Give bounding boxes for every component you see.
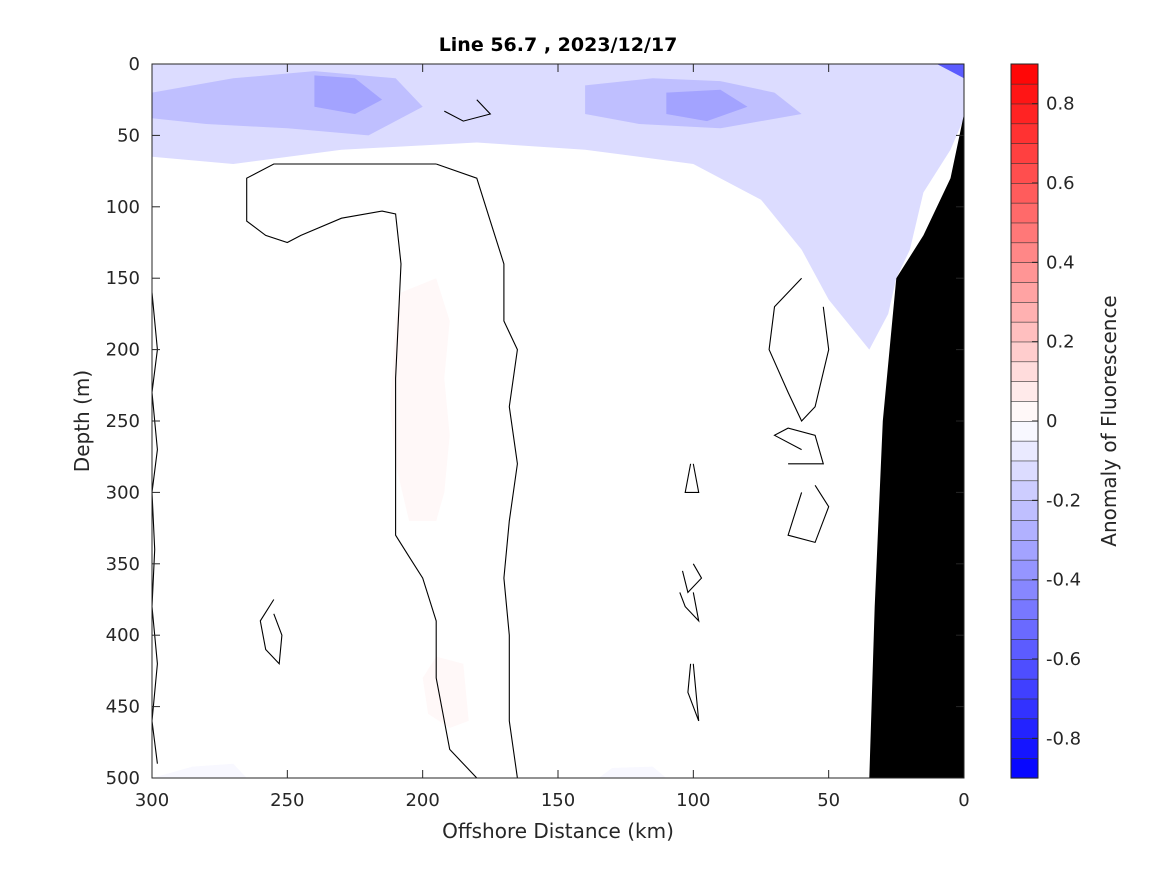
colorbar-swatch (1010, 440, 1039, 462)
colorbar-swatch (1010, 500, 1039, 521)
colorbar-swatch (1010, 143, 1039, 164)
y-tick-label: 0 (129, 54, 140, 75)
y-tick-label: 400 (106, 625, 140, 646)
x-tick-label: 200 (405, 790, 439, 811)
anomaly-region (422, 656, 469, 728)
zero-contour-line (436, 163, 518, 778)
zero-contour-line (687, 663, 700, 722)
colorbar-swatch (1010, 658, 1039, 680)
anomaly-region (666, 89, 748, 122)
colorbar-swatch (1010, 361, 1039, 382)
colorbar-swatch (1010, 341, 1039, 363)
colorbar-swatch (1010, 460, 1039, 482)
colorbar-swatch (1010, 301, 1039, 323)
colorbar-swatch (1010, 162, 1039, 184)
contour-layer (152, 99, 830, 778)
x-tick-label: 250 (270, 790, 304, 811)
zero-contour-line (768, 277, 830, 422)
colorbar-swatch (1010, 539, 1039, 561)
zero-contour-line (773, 427, 825, 465)
colorbar-swatch (1010, 678, 1039, 700)
y-tick-label: 250 (106, 411, 140, 432)
anomaly-region (314, 75, 383, 114)
colorbar-tick-label: 0 (1046, 411, 1057, 432)
y-tick-label: 150 (106, 268, 140, 289)
colorbar-swatch (1010, 738, 1039, 759)
colorbar-tick-label: 0.2 (1046, 332, 1075, 353)
colorbar-swatch (1010, 638, 1039, 660)
colorbar-label: Anomaly of Fluorescence (1097, 295, 1121, 546)
colorbar-swatch (1010, 182, 1039, 204)
x-tick-label: 150 (541, 790, 575, 811)
zero-contour-line (681, 563, 703, 594)
colorbar-swatch (1010, 202, 1039, 224)
colorbar-swatch (1010, 400, 1039, 422)
x-tick-label: 300 (135, 790, 169, 811)
colorbar-tick-label: 0.4 (1046, 252, 1075, 273)
colorbar-swatch (1010, 519, 1039, 541)
anomaly-fill-layer (152, 64, 964, 778)
colorbar-tick-label: -0.6 (1046, 649, 1081, 670)
anomaly-region (936, 64, 964, 79)
chart-title: Line 56.7 , 2023/12/17 (439, 34, 678, 56)
bathymetry-layer (869, 114, 964, 778)
colorbar-swatch (1010, 63, 1039, 85)
zero-contour-line (679, 592, 700, 623)
colorbar-swatch (1010, 559, 1039, 581)
plot-area (151, 63, 965, 779)
x-tick-label: 50 (817, 790, 840, 811)
colorbar-tick-label: -0.4 (1046, 570, 1081, 591)
colorbar-swatch (1010, 321, 1039, 343)
colorbar: -0.8 -0.6 -0.4 -0.2 0 0.2 0.4 0.6 0.8 (1010, 63, 1081, 779)
anomaly-region (152, 64, 964, 350)
zero-contour-line (787, 485, 830, 544)
y-tick-label: 300 (106, 482, 140, 503)
x-axis: 300 250 200 150 100 50 0 (135, 64, 970, 811)
zero-contour-line (152, 292, 158, 764)
zero-contour-line (259, 599, 283, 666)
colorbar-tick-label: -0.8 (1046, 728, 1081, 749)
colorbar-swatch (1010, 123, 1039, 144)
x-tick-label: 0 (958, 790, 969, 811)
zero-contour-line (684, 463, 700, 493)
colorbar-swatch (1010, 242, 1039, 263)
colorbar-tick-label: 0.6 (1046, 173, 1075, 194)
colorbar-swatch (1010, 599, 1039, 620)
colorbar-swatch (1010, 420, 1039, 442)
colorbar-swatch (1010, 718, 1039, 739)
y-tick-label: 500 (106, 768, 140, 789)
y-axis-label: Depth (m) (70, 370, 94, 472)
colorbar-swatch (1010, 480, 1039, 501)
zero-contour-line (444, 99, 492, 122)
y-tick-label: 100 (106, 197, 140, 218)
anomaly-region (598, 766, 667, 778)
anomaly-region (152, 763, 247, 778)
colorbar-swatch (1010, 381, 1039, 402)
y-axis: 0 50 100 150 200 250 300 350 400 450 500 (106, 54, 964, 789)
colorbar-swatch (1010, 83, 1039, 105)
x-tick-label: 100 (676, 790, 710, 811)
colorbar-swatch (1010, 757, 1039, 779)
colorbar-swatch (1010, 281, 1039, 303)
colorbar-swatch (1010, 222, 1039, 244)
colorbar-swatch (1010, 579, 1039, 601)
colorbar-swatch (1010, 698, 1039, 720)
y-tick-label: 350 (106, 554, 140, 575)
y-tick-label: 200 (106, 340, 140, 361)
zero-contour-line (246, 163, 478, 778)
colorbar-swatch (1010, 262, 1039, 283)
bathymetry-shelf (869, 114, 964, 778)
anomaly-region (390, 278, 450, 521)
x-axis-label: Offshore Distance (km) (442, 819, 674, 843)
y-tick-label: 450 (106, 697, 140, 718)
colorbar-swatch (1010, 619, 1039, 640)
colorbar-tick-label: 0.8 (1046, 94, 1075, 115)
colorbar-tick-label: -0.2 (1046, 490, 1081, 511)
y-tick-label: 50 (117, 125, 140, 146)
colorbar-swatch (1010, 103, 1039, 125)
